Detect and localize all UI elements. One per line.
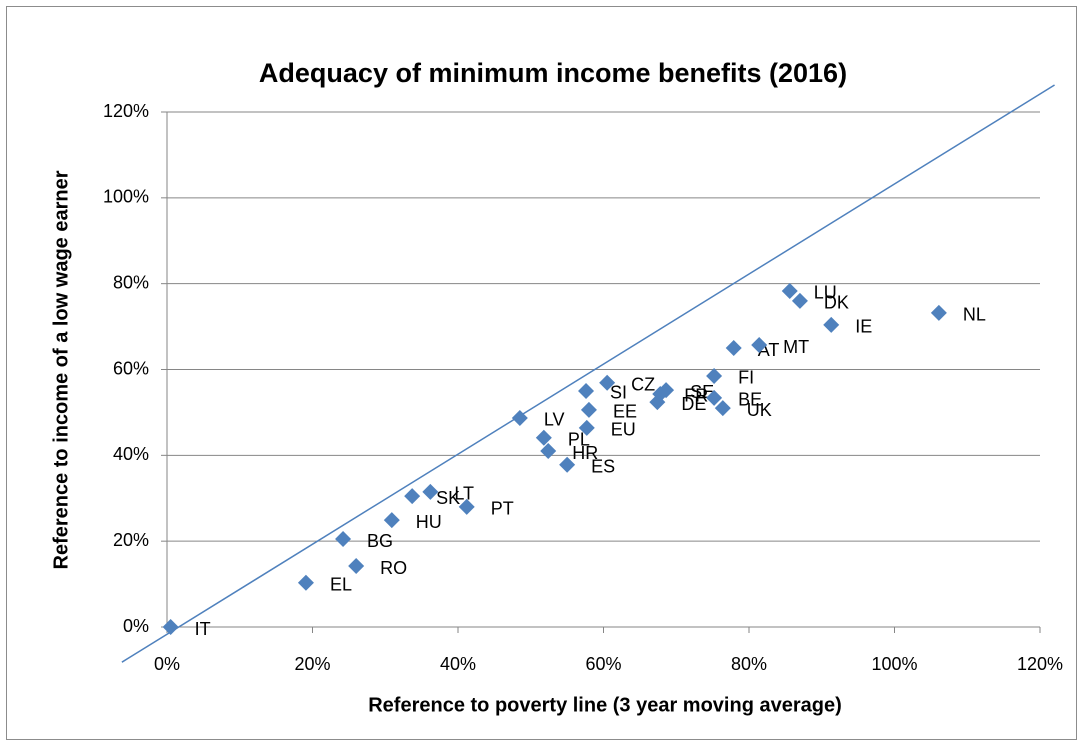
data-point: [781, 282, 798, 299]
x-tick-label: 0%: [154, 654, 180, 674]
point-label: NL: [963, 305, 986, 325]
data-point: [725, 340, 742, 357]
data-point: [540, 443, 557, 460]
point-label: UK: [747, 400, 772, 420]
point-label: IE: [855, 317, 872, 337]
point-label: SK: [436, 488, 460, 508]
point-label: MT: [783, 337, 809, 357]
data-point: [706, 367, 723, 384]
point-label: CZ: [631, 375, 655, 395]
point-label: HR: [572, 443, 598, 463]
data-point: [599, 374, 616, 391]
point-label: EE: [613, 402, 637, 422]
reference-line: [121, 84, 1055, 663]
data-point: [383, 512, 400, 529]
y-tick-label: 60%: [113, 358, 149, 378]
point-label: DK: [824, 293, 849, 313]
y-tick-label: 40%: [113, 444, 149, 464]
data-point: [348, 558, 365, 575]
data-point: [162, 619, 179, 635]
data-point: [511, 409, 528, 426]
chart-title: Adequacy of minimum income benefits (201…: [259, 58, 847, 88]
data-point: [649, 394, 666, 411]
data-point: [559, 456, 576, 473]
data-point: [422, 483, 439, 500]
data-point: [297, 574, 314, 591]
point-label: BG: [367, 531, 393, 551]
y-tick-label: 0%: [123, 616, 149, 636]
data-point: [580, 401, 597, 418]
point-label: FR: [684, 386, 708, 406]
point-label: HU: [416, 512, 442, 532]
point-label: ES: [591, 457, 615, 477]
point-label: LV: [544, 410, 565, 430]
point-label: FI: [738, 368, 754, 388]
data-point: [823, 316, 840, 333]
data-point: [578, 419, 595, 436]
data-point: [458, 498, 475, 515]
data-point: [751, 337, 768, 354]
data-point: [578, 382, 595, 399]
x-tick-label: 60%: [585, 654, 621, 674]
chart-frame: [6, 6, 1077, 740]
data-point: [930, 304, 947, 321]
x-tick-label: 20%: [294, 654, 330, 674]
point-label: PT: [491, 499, 514, 519]
y-tick-label: 100%: [103, 187, 149, 207]
point-label: DE: [681, 394, 706, 414]
x-axis-title: Reference to poverty line (3 year moving…: [368, 694, 842, 716]
point-label: IT: [195, 619, 211, 639]
data-point: [404, 488, 421, 505]
data-point: [335, 531, 352, 548]
point-label: SI: [610, 383, 627, 403]
y-axis-title: Reference to income of a low wage earner: [50, 170, 72, 569]
point-label: LT: [454, 484, 474, 504]
point-label: EU: [611, 420, 636, 440]
y-tick-label: 120%: [103, 101, 149, 121]
x-tick-label: 80%: [731, 654, 767, 674]
data-point: [714, 400, 731, 417]
data-point: [706, 389, 723, 406]
point-label: LU: [814, 283, 837, 303]
point-label: EL: [330, 575, 352, 595]
point-label: BE: [738, 390, 762, 410]
x-tick-label: 40%: [440, 654, 476, 674]
y-tick-label: 80%: [113, 272, 149, 292]
y-tick-label: 20%: [113, 530, 149, 550]
data-point: [791, 292, 808, 309]
data-point: [535, 429, 552, 446]
x-tick-label: 120%: [1017, 654, 1063, 674]
point-label: RO: [380, 558, 407, 578]
x-tick-label: 100%: [871, 654, 917, 674]
point-label: PL: [568, 429, 590, 449]
